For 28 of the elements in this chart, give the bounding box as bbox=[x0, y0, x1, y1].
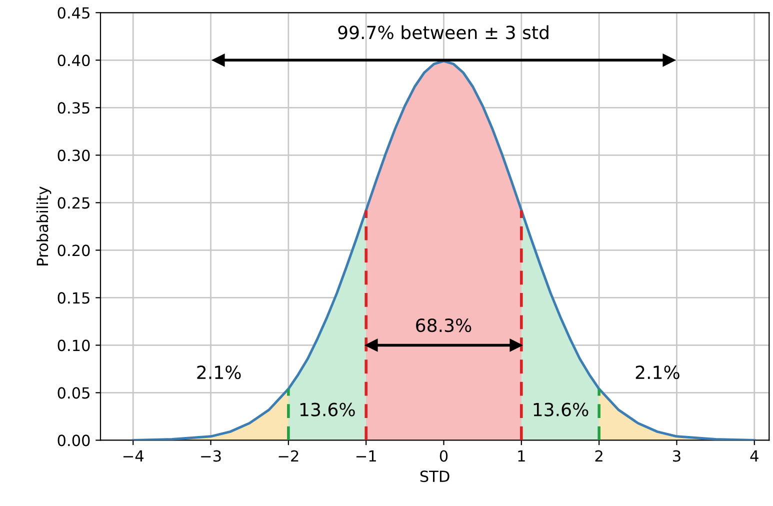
x-tick-label: 3 bbox=[673, 450, 680, 462]
annotation: 13.6% bbox=[300, 402, 355, 416]
x-tick-label: −4 bbox=[123, 450, 144, 462]
y-tick-label: 0.00 bbox=[58, 434, 90, 446]
y-tick-label: 0.20 bbox=[58, 244, 90, 256]
annotation: 2.1% bbox=[636, 366, 680, 380]
x-tick-label: 2 bbox=[595, 450, 602, 462]
y-tick-label: 0.25 bbox=[58, 197, 90, 209]
x-tick-label: −3 bbox=[201, 450, 221, 462]
x-tick-label: −1 bbox=[356, 450, 376, 462]
y-axis-title: Probability bbox=[36, 186, 52, 266]
annotation: 68.3% bbox=[416, 318, 472, 332]
x-tick-label: −2 bbox=[278, 450, 298, 462]
y-tick-label: 0.45 bbox=[58, 7, 90, 19]
x-tick-label: 1 bbox=[518, 450, 525, 462]
y-tick-label: 0.30 bbox=[58, 150, 90, 162]
x-axis-title: STD bbox=[420, 470, 450, 482]
annotation: 2.1% bbox=[197, 366, 241, 380]
annotation: 99.7% between ± 3 std bbox=[338, 25, 548, 40]
x-tick-label: 0 bbox=[440, 450, 448, 462]
line-series bbox=[132, 60, 756, 440]
y-tick-label: 0.15 bbox=[58, 292, 90, 304]
x-tick-label: 4 bbox=[750, 450, 758, 462]
y-tick-label: 0.40 bbox=[58, 54, 90, 66]
y-tick-label: 0.05 bbox=[58, 387, 90, 399]
y-tick-label: 0.35 bbox=[58, 102, 90, 114]
annotation: 13.6% bbox=[534, 402, 588, 416]
y-tick-label: 0.10 bbox=[58, 340, 90, 352]
